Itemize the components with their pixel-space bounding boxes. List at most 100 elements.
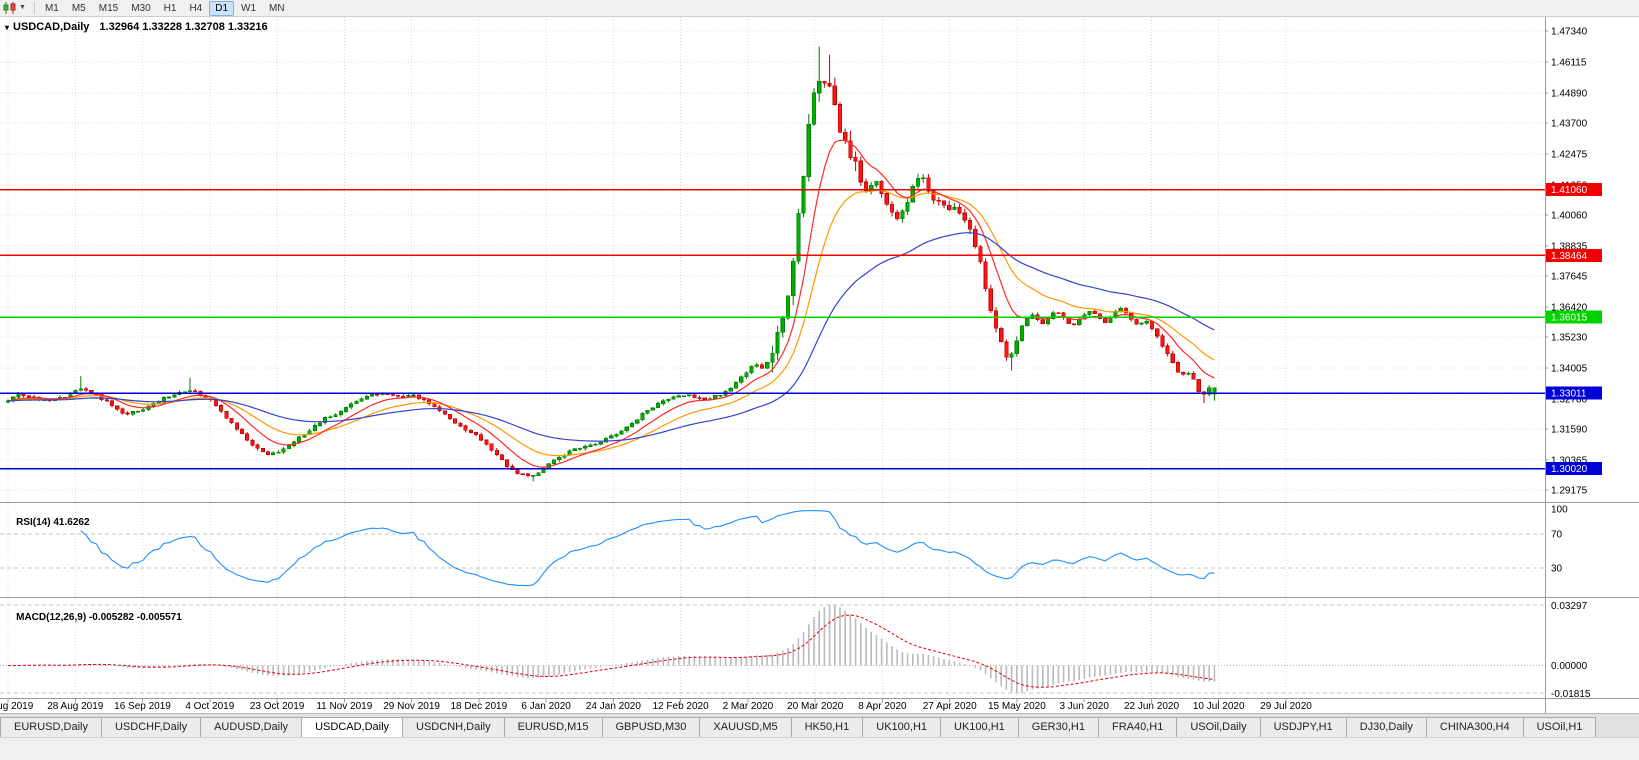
tab-dj30-daily[interactable]: DJ30,Daily xyxy=(1345,717,1427,737)
chart-tabs-bar: EURUSD,Daily USDCHF,Daily AUDUSD,Daily USDC… xyxy=(0,713,1639,737)
date-axis-label: 22 Jun 2020 xyxy=(1124,701,1179,712)
date-axis-label: 2 Mar 2020 xyxy=(723,701,774,712)
tab-hk50-h1[interactable]: HK50,H1 xyxy=(790,717,864,737)
hline-label-1.36015: 1.36015 xyxy=(1551,313,1588,324)
grid xyxy=(0,17,1545,698)
date-axis-label: 20 Mar 2020 xyxy=(787,701,844,712)
date-axis-label: 29 Jul 2020 xyxy=(1260,701,1312,712)
timeframe-m15[interactable]: M15 xyxy=(98,2,119,14)
timeframe-m5[interactable]: M5 xyxy=(71,2,86,14)
date-axis-label: 3 Jun 2020 xyxy=(1059,701,1109,712)
tab-eurusd-m15[interactable]: EURUSD,M15 xyxy=(503,717,603,737)
ma-19-line xyxy=(7,189,1215,457)
time-axis: 9 Aug 2019 28 Aug 2019 16 Sep 2019 4 Oct 20… xyxy=(0,698,1312,712)
tab-china300-h4[interactable]: CHINA300,H4 xyxy=(1425,717,1524,737)
candles xyxy=(5,46,1217,482)
date-axis-label: 28 Aug 2019 xyxy=(47,701,104,712)
rsi-label-text: RSI(14) 41.6262 xyxy=(16,517,90,528)
rsi-axis-label: 100 xyxy=(1551,505,1568,516)
timeframe-m30[interactable]: M30 xyxy=(131,2,151,14)
macd-label: MACD(12,26,9) -0.005282 -0.005571 xyxy=(5,601,182,634)
timeframe-h1[interactable]: H1 xyxy=(163,2,177,14)
tab-audusd-daily[interactable]: AUDUSD,Daily xyxy=(200,717,303,737)
moving-averages xyxy=(7,139,1215,468)
tab-xauusd-m5[interactable]: XAUUSD,M5 xyxy=(699,717,792,737)
date-axis-label: 18 Dec 2019 xyxy=(450,701,507,712)
date-axis-label: 15 May 2020 xyxy=(988,701,1046,712)
ma-46-line xyxy=(7,232,1215,442)
price-axis-label: 1.36420 xyxy=(1551,302,1588,313)
tab-gbpusd-m30[interactable]: GBPUSD,M30 xyxy=(601,717,701,737)
price-axis-label: 1.44890 xyxy=(1551,88,1588,99)
date-axis-label: 27 Apr 2020 xyxy=(923,701,977,712)
date-axis-label: 29 Nov 2019 xyxy=(383,701,440,712)
toolbar-separator xyxy=(33,2,35,14)
price-axis-label: 1.42475 xyxy=(1551,149,1588,160)
status-bar xyxy=(0,737,1639,760)
price-axis-label: 1.34005 xyxy=(1551,364,1588,375)
hline-label-1.33011: 1.33011 xyxy=(1551,389,1587,400)
ohlc-values: 1.32964 1.33228 1.32708 1.33216 xyxy=(99,21,268,33)
price-chart-svg[interactable]: 0.03297 0.00000 -0.01815 1.47340 1.46115 1.44… xyxy=(0,17,1639,713)
candlestick-chart-icon xyxy=(3,2,16,14)
tab-usoil-h1[interactable]: USOil,H1 xyxy=(1522,717,1597,737)
price-axis-label: 1.35230 xyxy=(1551,333,1588,344)
rsi-label: RSI(14) 41.6262 xyxy=(5,506,90,539)
timeframe-h4[interactable]: H4 xyxy=(189,2,203,14)
hline-label-1.38464: 1.38464 xyxy=(1551,251,1588,262)
tab-uk100-h1[interactable]: UK100,H1 xyxy=(940,717,1019,737)
collapse-icon[interactable]: ▾ xyxy=(5,22,10,32)
price-axis-label: 1.38835 xyxy=(1551,241,1588,252)
macd-label-text: MACD(12,26,9) -0.005282 -0.005571 xyxy=(16,612,182,623)
tab-eurusd-daily[interactable]: EURUSD,Daily xyxy=(0,717,102,737)
hline-label-1.30020: 1.30020 xyxy=(1551,464,1588,475)
tab-usdcad-daily[interactable]: USDCAD,Daily xyxy=(301,717,404,737)
ma-9-line xyxy=(7,139,1215,468)
price-axis-label: 1.43700 xyxy=(1551,119,1588,130)
timeframe-mn[interactable]: MN xyxy=(269,2,285,14)
timeframe-w1[interactable]: W1 xyxy=(241,2,257,14)
date-axis-label: 10 Jul 2020 xyxy=(1193,701,1245,712)
price-axis-label: 1.31590 xyxy=(1551,425,1588,436)
chevron-down-icon: ▼ xyxy=(19,4,26,11)
chart-ohlc-title: ▾ USDCAD,Daily 1.32964 1.33228 1.32708 1… xyxy=(5,21,268,33)
macd-axis-max: 0.03297 xyxy=(1551,601,1588,612)
rsi-axis-label: 70 xyxy=(1551,530,1563,541)
tab-ger30-h1[interactable]: GER30,H1 xyxy=(1017,717,1099,737)
date-axis-label: 23 Oct 2019 xyxy=(250,701,305,712)
price-axis-label: 1.46115 xyxy=(1551,58,1587,69)
tab-usdcnh-daily[interactable]: USDCNH,Daily xyxy=(402,717,505,737)
date-axis-label: 6 Jan 2020 xyxy=(521,701,571,712)
macd-axis-min: -0.01815 xyxy=(1551,689,1591,700)
horizontal-lines xyxy=(0,189,1545,470)
rsi-axis: 100 70 30 xyxy=(1551,505,1568,575)
symbol-period: USDCAD,Daily xyxy=(13,21,90,33)
macd-signal-line xyxy=(8,614,1215,688)
timeframe-d1[interactable]: D1 xyxy=(209,0,235,16)
tab-fra40-h1[interactable]: FRA40,H1 xyxy=(1097,717,1178,737)
date-axis-label: 12 Feb 2020 xyxy=(653,701,710,712)
date-axis-label: 16 Sep 2019 xyxy=(114,701,171,712)
hline-label-1.41060: 1.41060 xyxy=(1551,185,1588,196)
price-axis-label: 1.37645 xyxy=(1551,272,1588,283)
macd-pane: 0.03297 0.00000 -0.01815 xyxy=(0,601,1591,700)
price-axis-label: 1.32780 xyxy=(1551,394,1588,405)
timeframe-bar: M1 M5 M15 M30 H1 H4 D1 W1 MN xyxy=(39,0,291,16)
timeframe-m1[interactable]: M1 xyxy=(44,2,59,14)
tab-usoil-daily[interactable]: USOil,Daily xyxy=(1176,717,1261,737)
hline-price-labels: 1.41060 1.38464 1.36015 1.33011 1.30020 xyxy=(1546,183,1602,476)
price-axis-label: 1.29175 xyxy=(1551,486,1588,497)
tab-usdjpy-h1[interactable]: USDJPY,H1 xyxy=(1259,717,1347,737)
timeframe-toolbar: ▼ M1 M5 M15 M30 H1 H4 D1 W1 MN xyxy=(0,0,1639,17)
pane-separators xyxy=(0,17,1639,713)
chart-type-button[interactable]: ▼ xyxy=(0,1,30,16)
date-axis-label: 11 Nov 2019 xyxy=(316,701,372,712)
price-axis-label: 1.30365 xyxy=(1551,455,1588,466)
tab-uk100-h1[interactable]: UK100,H1 xyxy=(862,717,942,737)
date-axis-label: 24 Jan 2020 xyxy=(586,701,641,712)
rsi-line xyxy=(80,510,1215,587)
tab-usdchf-daily[interactable]: USDCHF,Daily xyxy=(100,717,202,737)
macd-axis-zero: 0.00000 xyxy=(1551,661,1588,672)
date-axis-label: 8 Apr 2020 xyxy=(858,701,907,712)
chart-area[interactable]: 0.03297 0.00000 -0.01815 1.47340 1.46115 1.44… xyxy=(0,17,1639,713)
